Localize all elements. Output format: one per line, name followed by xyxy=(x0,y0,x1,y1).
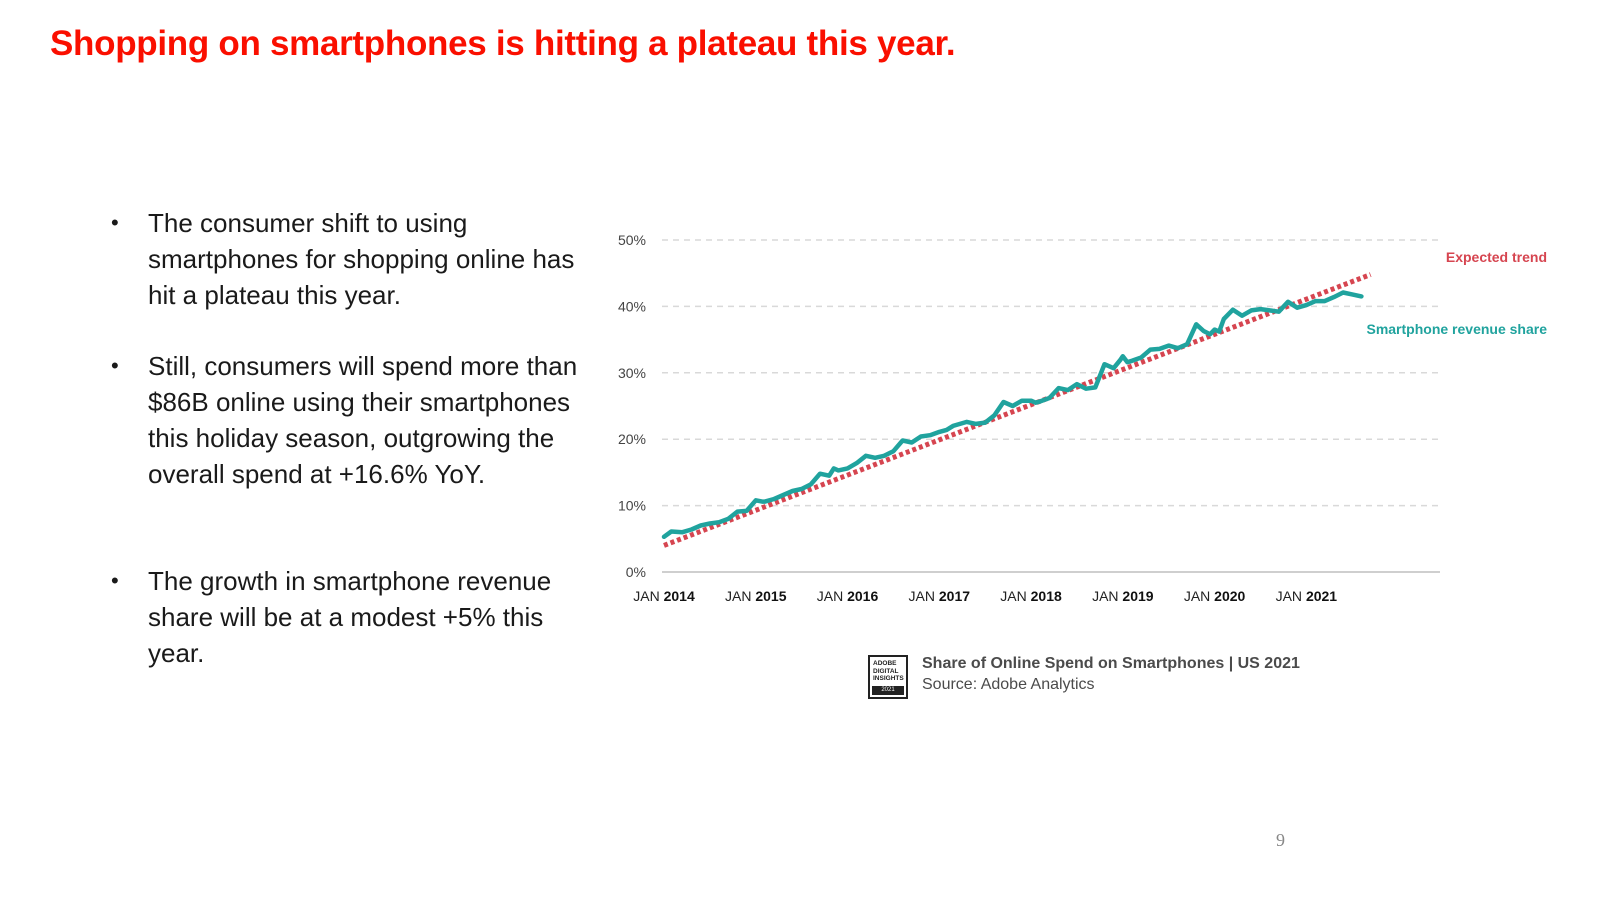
x-tick-label: JAN 2020 xyxy=(1184,588,1246,604)
y-tick-label: 20% xyxy=(618,431,646,447)
x-tick-month: JAN xyxy=(1000,588,1030,604)
legend-expected-trend: Expected trend xyxy=(1446,249,1547,265)
bullet-marker: • xyxy=(111,210,119,235)
x-tick-month: JAN xyxy=(909,588,939,604)
x-tick-label: JAN 2019 xyxy=(1092,588,1154,604)
adobe-digital-insights-logo: ADOBE DIGITAL INSIGHTS 2021 xyxy=(868,655,908,699)
x-tick-year: 2019 xyxy=(1122,588,1153,604)
chart-container: 0% 10% 20% 30% 40% 50% JAN 2014 JAN 2015 JAN 201… xyxy=(600,220,1580,620)
bullet-marker: • xyxy=(111,568,119,593)
x-tick-month: JAN xyxy=(633,588,663,604)
x-tick-month: JAN xyxy=(1276,588,1306,604)
logo-text: ADOBE DIGITAL INSIGHTS xyxy=(873,660,904,682)
slide-title: Shopping on smartphones is hitting a pla… xyxy=(50,24,956,63)
page-number: 9 xyxy=(1276,830,1285,850)
chart-caption-title: Share of Online Spend on Smartphones | U… xyxy=(922,655,1300,672)
expected-trend-line xyxy=(663,272,1372,548)
x-tick-label: JAN 2021 xyxy=(1276,588,1338,604)
y-tick-label: 50% xyxy=(618,232,646,248)
x-tick-month: JAN xyxy=(725,588,755,604)
y-tick-label: 40% xyxy=(618,298,646,314)
x-tick-month: JAN xyxy=(1184,588,1214,604)
x-tick-label: JAN 2018 xyxy=(1000,588,1062,604)
x-tick-year: 2021 xyxy=(1306,588,1337,604)
bullet-marker: • xyxy=(111,353,119,378)
x-tick-year: 2014 xyxy=(664,588,695,604)
bullet-item: • The growth in smartphone revenue share… xyxy=(108,563,578,671)
y-tick-label: 0% xyxy=(626,564,646,580)
x-tick-month: JAN xyxy=(817,588,847,604)
x-tick-label: JAN 2014 xyxy=(633,588,695,604)
smartphone-revenue-share-line xyxy=(661,290,1364,540)
bullet-text: The growth in smartphone revenue share w… xyxy=(148,566,552,668)
logo-year: 2021 xyxy=(872,686,904,695)
legend-smartphone-revenue-share: Smartphone revenue share xyxy=(1366,321,1547,337)
chart-caption-source: Source: Adobe Analytics xyxy=(922,676,1095,693)
x-tick-year: 2020 xyxy=(1214,588,1245,604)
x-tick-year: 2017 xyxy=(939,588,970,604)
x-tick-label: JAN 2017 xyxy=(909,588,971,604)
x-tick-label: JAN 2015 xyxy=(725,588,787,604)
bullet-list: • The consumer shift to using smartphone… xyxy=(108,205,578,671)
x-tick-year: 2016 xyxy=(847,588,878,604)
bullet-item: • The consumer shift to using smartphone… xyxy=(108,205,578,313)
bullet-text: Still, consumers will spend more than $8… xyxy=(148,351,578,489)
x-tick-year: 2015 xyxy=(755,588,786,604)
y-tick-label: 30% xyxy=(618,365,646,381)
x-tick-year: 2018 xyxy=(1031,588,1062,604)
bullet-text: The consumer shift to using smartphones … xyxy=(148,208,575,310)
line-chart: 0%10%20%30%40%50%JAN 2014 JAN 2015 JAN 201… xyxy=(618,232,1547,604)
x-tick-label: JAN 2016 xyxy=(817,588,879,604)
x-tick-month: JAN xyxy=(1092,588,1122,604)
bullet-item: • Still, consumers will spend more than … xyxy=(108,348,578,492)
y-tick-label: 10% xyxy=(618,498,646,514)
